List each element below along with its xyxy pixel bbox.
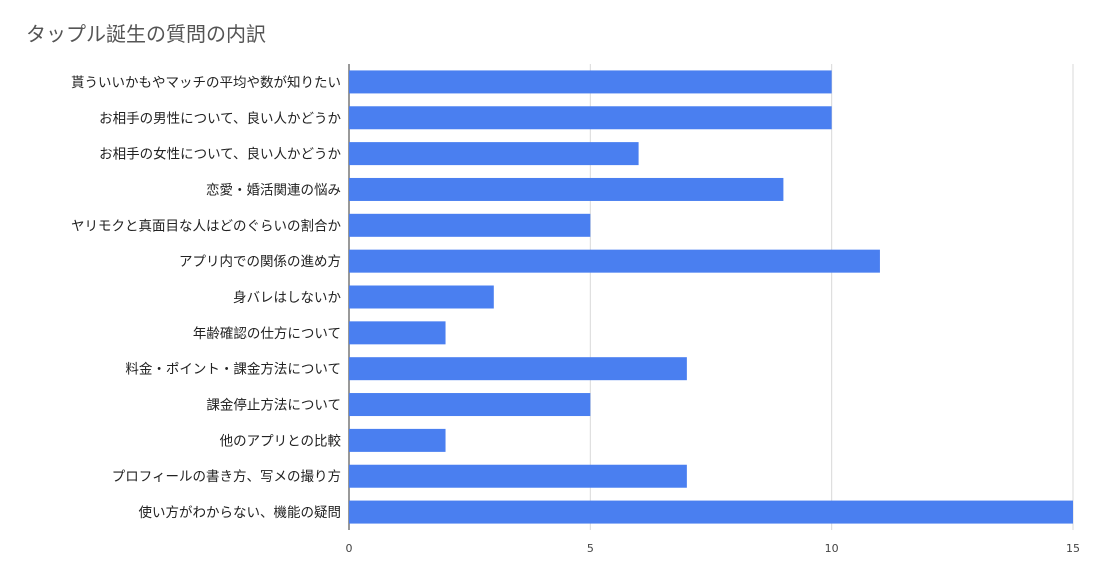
category-label: 貰ういいかもやマッチの平均や数が知りたい [71,74,341,91]
x-tick-label: 5 [587,542,594,555]
x-tick-label: 10 [825,542,839,555]
category-label: 恋愛・婚活関連の悩み [206,181,341,198]
category-label: ヤリモクと真面目な人はどのぐらいの割合か [71,217,341,234]
bar-3 [349,177,784,201]
bar-7 [349,321,446,345]
category-label: 年齢確認の仕方について [193,326,341,342]
gridlines [348,64,1074,530]
category-label: 身バレはしないか [233,290,341,306]
chart-title: タップル誕生の質問の内訳 [26,22,266,46]
bar-8 [349,357,687,381]
category-label: お相手の女性について、良い人かどうか [99,146,341,163]
category-label: お相手の男性について、良い人かどうか [99,111,341,127]
bar-5 [349,249,880,273]
bar-6 [349,285,494,309]
bars [349,70,1073,524]
bar-4 [349,213,591,237]
x-tick-label: 15 [1066,542,1080,555]
bar-11 [349,464,687,488]
category-label: 課金停止方法について [206,397,341,414]
x-axis-ticks: 0 5 10 15 [346,542,1081,555]
category-label: プロフィールの書き方、写メの撮り方 [112,468,341,485]
category-label: 他のアプリとの比較 [220,433,342,449]
category-labels: 貰ういいかもやマッチの平均や数が知りたいお相手の男性について、良い人かどうかお相… [71,74,341,521]
category-label: 料金・ポイント・課金方法について [125,362,341,378]
bar-2 [349,142,639,166]
x-tick-label: 0 [346,542,353,555]
bar-12 [349,500,1073,524]
category-label: 使い方がわからない、機能の疑問 [139,504,342,521]
bar-1 [349,106,832,130]
bar-10 [349,428,446,452]
bar-9 [349,393,591,417]
category-label: アプリ内での関係の進め方 [179,254,341,270]
bar-0 [349,70,832,94]
